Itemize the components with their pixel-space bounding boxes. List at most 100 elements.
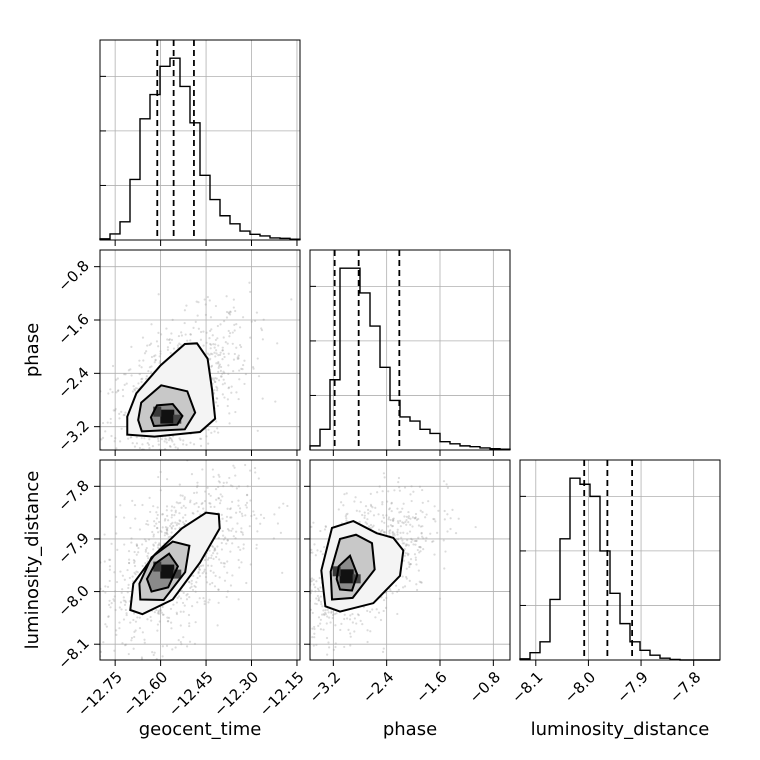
sample-point xyxy=(127,437,130,440)
sample-point xyxy=(354,496,357,499)
sample-point xyxy=(324,613,328,616)
sample-point xyxy=(87,615,89,617)
sample-point xyxy=(109,388,112,391)
sample-point xyxy=(319,586,322,589)
sample-point xyxy=(119,440,122,443)
sample-point xyxy=(408,579,411,583)
sample-point xyxy=(251,365,255,369)
sample-point xyxy=(185,598,189,601)
sample-point xyxy=(138,364,141,367)
sample-point xyxy=(240,512,243,515)
sample-point xyxy=(389,524,392,527)
sample-point xyxy=(331,613,335,617)
sample-point xyxy=(120,464,122,466)
sample-point xyxy=(166,478,169,481)
sample-point xyxy=(414,556,417,559)
sample-point xyxy=(316,587,320,590)
sample-point xyxy=(175,601,179,604)
sample-point xyxy=(121,452,123,454)
sample-point xyxy=(249,563,252,566)
sample-point xyxy=(152,533,155,536)
sample-point xyxy=(211,353,214,356)
sample-point xyxy=(157,543,160,547)
sample-point xyxy=(348,618,352,621)
sample-point xyxy=(261,397,264,400)
sample-point xyxy=(104,623,107,626)
sample-point xyxy=(324,611,327,614)
sample-point xyxy=(146,519,149,523)
sample-point xyxy=(179,343,182,346)
sample-point xyxy=(217,588,220,591)
sample-point xyxy=(377,611,381,614)
sample-point xyxy=(122,414,125,417)
sample-point xyxy=(374,506,377,509)
sample-point xyxy=(391,592,394,595)
sample-point xyxy=(165,531,168,534)
sample-point xyxy=(124,599,127,602)
sample-point xyxy=(319,622,322,625)
sample-point xyxy=(170,338,174,341)
sample-point xyxy=(134,517,137,520)
contour-1 xyxy=(138,540,191,602)
panel-frame xyxy=(309,459,511,661)
sample-point xyxy=(217,379,221,382)
sample-point xyxy=(151,444,155,448)
sample-point xyxy=(173,514,176,517)
sample-point xyxy=(203,570,206,573)
sample-point xyxy=(78,619,80,621)
sample-point xyxy=(232,358,236,361)
sample-point xyxy=(152,544,155,547)
histogram-phase xyxy=(309,267,511,450)
sample-point xyxy=(182,636,185,639)
sample-point xyxy=(205,581,209,584)
sample-point xyxy=(391,531,394,535)
sample-point xyxy=(283,614,285,616)
sample-point xyxy=(167,519,170,522)
sample-point xyxy=(393,534,396,537)
sample-point xyxy=(234,537,237,540)
sample-point xyxy=(405,543,408,546)
sample-point xyxy=(209,347,212,350)
sample-point xyxy=(398,489,401,492)
sample-point xyxy=(227,329,230,333)
sample-point xyxy=(433,553,436,556)
sample-point xyxy=(214,304,218,308)
sample-point xyxy=(165,505,169,508)
sample-point xyxy=(418,545,421,549)
sample-point xyxy=(375,608,378,611)
sample-point xyxy=(212,377,215,380)
sample-point xyxy=(417,524,421,527)
sample-point xyxy=(396,507,399,510)
sample-point xyxy=(304,594,306,596)
sample-point xyxy=(159,489,162,492)
sample-point xyxy=(160,611,163,614)
sample-point xyxy=(118,452,120,454)
sample-point xyxy=(124,694,126,696)
sample-point xyxy=(165,528,169,531)
sample-point xyxy=(230,529,233,532)
sample-point xyxy=(161,513,164,516)
sample-point xyxy=(399,525,402,528)
sample-point xyxy=(329,621,332,624)
contour-0 xyxy=(145,552,180,593)
sample-point xyxy=(170,437,173,440)
sample-point xyxy=(162,487,164,489)
sample-point xyxy=(242,363,245,367)
sample-point xyxy=(215,352,218,355)
sample-point xyxy=(196,601,199,604)
sample-point xyxy=(165,644,169,647)
sample-point xyxy=(223,382,226,385)
sample-point xyxy=(119,570,122,573)
sample-point xyxy=(215,362,218,365)
sample-point xyxy=(145,350,148,353)
sample-point xyxy=(238,507,242,510)
sample-point xyxy=(215,385,218,388)
sample-point xyxy=(143,538,147,541)
sample-point xyxy=(445,483,448,486)
sample-point xyxy=(222,378,225,381)
sample-point xyxy=(414,512,418,516)
sample-point xyxy=(140,453,142,455)
sample-point xyxy=(407,552,410,556)
sample-point xyxy=(156,506,159,509)
sample-point xyxy=(149,342,153,345)
